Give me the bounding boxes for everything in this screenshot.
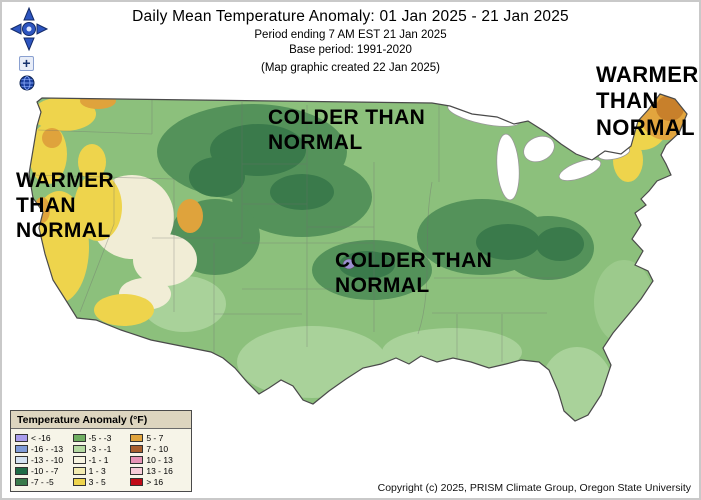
legend-entry: -3 - -1 [72, 443, 131, 454]
legend-swatch [72, 433, 86, 442]
legend-entry: 10 - 13 [130, 454, 188, 465]
legend-swatch [15, 444, 28, 453]
legend-swatch [72, 455, 86, 464]
annotation-warmer-northeast: WARMER THAN NORMAL [596, 62, 699, 140]
legend-swatch [130, 433, 144, 442]
map-controls: + [7, 6, 53, 91]
legend-entry: -10 - -7 [15, 465, 73, 476]
legend-range-label: -7 - -5 [31, 476, 54, 487]
legend-range-label: 5 - 7 [146, 432, 164, 443]
legend-range-label: 3 - 5 [88, 476, 106, 487]
legend-range-label: 7 - 10 [146, 443, 169, 454]
legend-entry: > 16 [130, 476, 188, 487]
legend-range-label: 10 - 13 [146, 454, 173, 465]
legend-range-label: -5 - -3 [88, 432, 112, 443]
legend-swatch [15, 466, 28, 475]
annotation-colder-central: COLDER THAN NORMAL [335, 249, 493, 298]
legend-entry: 1 - 3 [72, 465, 131, 476]
legend-title: Temperature Anomaly (°F) [11, 411, 191, 429]
legend-swatch [130, 477, 144, 486]
legend-range-label: > 16 [146, 476, 164, 487]
legend-range-label: 1 - 3 [88, 465, 106, 476]
legend-swatch [130, 444, 144, 453]
legend-swatch [15, 455, 28, 464]
legend-entry: 5 - 7 [130, 432, 188, 443]
legend-swatch [15, 477, 28, 486]
legend-swatch [72, 466, 86, 475]
legend-entry: -1 - 1 [72, 454, 131, 465]
header: Daily Mean Temperature Anomaly: 01 Jan 2… [2, 8, 699, 74]
legend-swatch [15, 433, 28, 442]
legend-entries: < -16 -16 - -13 -13 - -10 -10 - -7 -7 - -5 -5… [11, 429, 191, 491]
legend-swatch [72, 444, 86, 453]
subtitle-period: Period ending 7 AM EST 21 Jan 2025 [254, 29, 447, 41]
legend-range-label: 13 - 16 [146, 465, 173, 476]
map-title: Daily Mean Temperature Anomaly: 01 Jan 2… [132, 8, 569, 25]
legend-entry: -7 - -5 [15, 476, 73, 487]
copyright-text: Copyright (c) 2025, PRISM Climate Group,… [377, 482, 691, 494]
legend-range-label: < -16 [31, 432, 51, 443]
globe-icon[interactable] [19, 75, 35, 91]
legend-entry: < -16 [15, 432, 73, 443]
legend-entry: 7 - 10 [130, 443, 188, 454]
legend-entry: -5 - -3 [72, 432, 131, 443]
legend-swatch [130, 455, 144, 464]
legend-entry: 13 - 16 [130, 465, 188, 476]
legend-column: < -16 -16 - -13 -13 - -10 -10 - -7 -7 - -5 [15, 432, 73, 487]
legend-entry: -16 - -13 [15, 443, 73, 454]
pan-compass-icon[interactable] [9, 6, 49, 52]
legend-range-label: -13 - -10 [31, 454, 64, 465]
legend-swatch [72, 477, 86, 486]
state-borders [31, 100, 562, 362]
legend-entry: -13 - -10 [15, 454, 73, 465]
zoom-in-button[interactable]: + [19, 56, 34, 71]
legend-entry: 3 - 5 [72, 476, 131, 487]
legend-range-label: -16 - -13 [31, 443, 64, 454]
legend-range-label: -3 - -1 [88, 443, 112, 454]
annotation-colder-north-central: COLDER THAN NORMAL [268, 106, 426, 155]
legend-range-label: -10 - -7 [31, 465, 59, 476]
temperature-anomaly-legend: Temperature Anomaly (°F) < -16 -16 - -13-… [10, 410, 192, 492]
subtitle-base-period: Base period: 1991-2020 [289, 44, 412, 56]
legend-range-label: -1 - 1 [88, 454, 109, 465]
annotation-warmer-west: WARMER THAN NORMAL [16, 169, 115, 243]
subtitle-created: (Map graphic created 22 Jan 2025) [261, 62, 440, 74]
legend-swatch [130, 466, 144, 475]
